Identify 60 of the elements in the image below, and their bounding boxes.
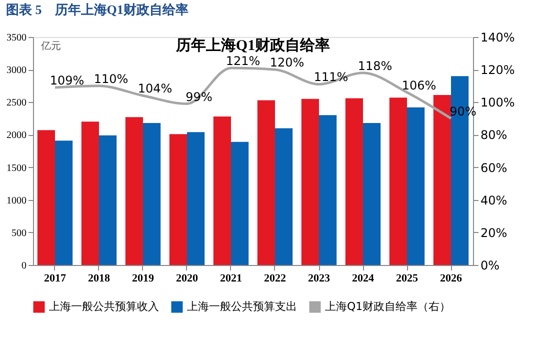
bar [319, 115, 337, 265]
chart-title: 图表 5 历年上海Q1财政自给率 [6, 2, 188, 17]
bar [187, 132, 205, 265]
bar [143, 122, 161, 265]
data-label: 110% [94, 72, 128, 86]
legend-label: 上海一般公共预算支出 [187, 300, 297, 313]
y2-tick-label: 120% [480, 63, 515, 78]
y2-tick-label: 40% [480, 193, 508, 208]
data-label: 104% [138, 82, 172, 96]
bar [81, 122, 99, 265]
data-label: 109% [50, 73, 84, 88]
y2-tick-label: 80% [480, 128, 508, 142]
chart-subtitle: 历年上海Q1财政自给率 [174, 36, 330, 54]
bar [345, 98, 363, 265]
bar [301, 98, 319, 265]
bar [257, 100, 275, 265]
x-tick-label: 2019 [132, 272, 154, 284]
y-tick-label: 3500 [6, 32, 26, 44]
bar [407, 107, 425, 265]
bar [55, 140, 73, 265]
data-label: 118% [358, 58, 392, 73]
x-tick-label: 2017 [44, 272, 66, 284]
x-tick-label: 2022 [264, 272, 286, 284]
x-tick-label: 2021 [220, 272, 242, 284]
x-tick-label: 2025 [396, 272, 418, 284]
x-tick-label: 2024 [352, 272, 374, 284]
bar [213, 116, 231, 265]
bar [99, 135, 117, 265]
y-tick-label: 3000 [6, 65, 26, 76]
bar [389, 98, 407, 265]
data-label: 111% [314, 70, 348, 84]
data-label: 121% [226, 54, 260, 68]
legend-label: 上海Q1财政自给率（右） [325, 300, 451, 313]
y-axis-title: 亿元 [40, 41, 61, 52]
legend-label: 上海一般公共预算收入 [49, 300, 159, 313]
y-tick-label: 1500 [6, 162, 26, 174]
bar [125, 117, 143, 265]
x-tick-label: 2018 [88, 272, 110, 284]
bar [169, 134, 187, 265]
x-tick-label: 2023 [308, 272, 330, 284]
y-tick-label: 0 [22, 260, 26, 272]
data-label: 99% [186, 90, 212, 104]
data-label: 120% [270, 56, 304, 70]
y-tick-label: 1000 [6, 195, 26, 206]
y-tick-label: 500 [12, 228, 26, 239]
bar [433, 94, 451, 265]
data-label: 106% [402, 78, 436, 92]
y2-tick-label: 140% [480, 30, 515, 44]
bar [37, 130, 55, 265]
y2-tick-label: 20% [480, 226, 508, 240]
bar [275, 128, 293, 265]
bar [231, 142, 249, 265]
y-tick-label: 2000 [6, 130, 26, 142]
x-tick-label: 2020 [176, 272, 198, 284]
y2-tick-label: 60% [480, 160, 508, 175]
x-tick-label: 2026 [440, 272, 462, 284]
y2-tick-label: 0% [480, 258, 500, 272]
y2-tick-label: 100% [480, 96, 515, 110]
y-tick-label: 2500 [6, 98, 26, 109]
bar [363, 122, 381, 265]
